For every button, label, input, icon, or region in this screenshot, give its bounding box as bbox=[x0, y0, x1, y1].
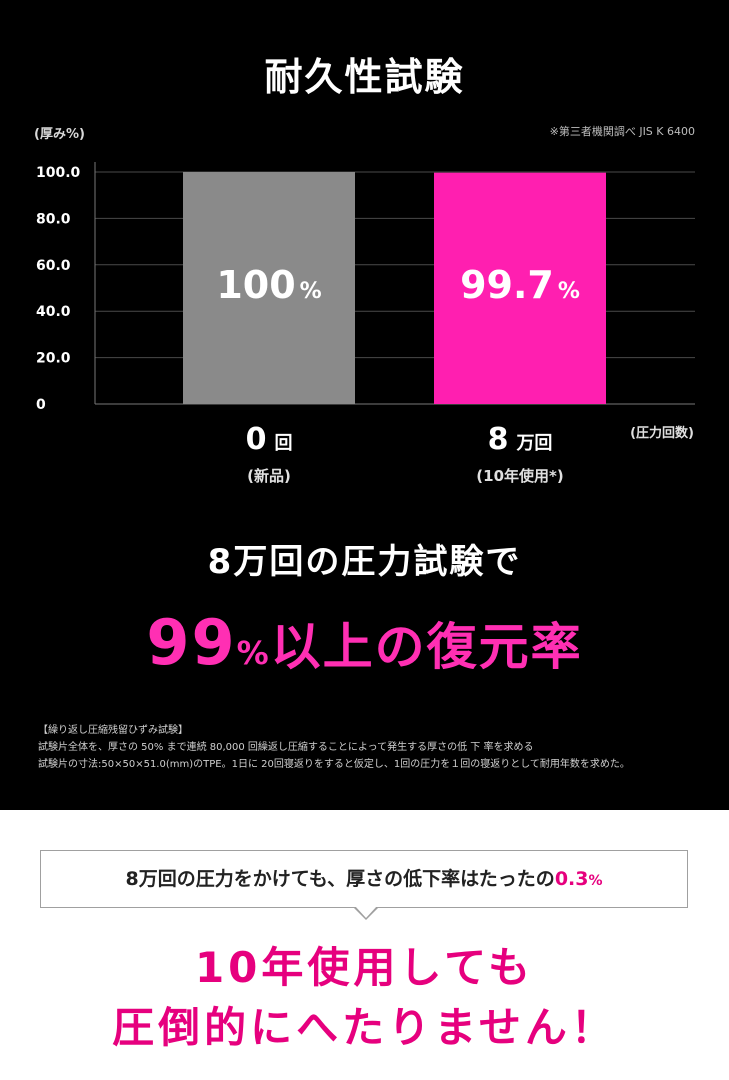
test-notes: 【繰り返し圧縮残留ひずみ試験】 試験片全体を、厚さの 50% まで連続 80,0… bbox=[38, 722, 630, 773]
headline-line2: 99%以上の復元率 bbox=[0, 606, 729, 679]
headline-number: 99 bbox=[146, 606, 237, 679]
closing-message: 10年使用しても 圧倒的にへたりません！ bbox=[0, 938, 729, 1058]
y-tick-label: 0 bbox=[36, 397, 46, 413]
source-note: ※第三者機関調べ JIS K 6400 bbox=[549, 125, 695, 138]
bar bbox=[183, 172, 355, 404]
x-axis-label: (圧力回数) bbox=[630, 425, 694, 441]
headline-percent: % bbox=[236, 634, 271, 672]
notes-heading: 【繰り返し圧縮残留ひずみ試験】 bbox=[38, 725, 188, 736]
closing-line-1: 10年使用しても bbox=[194, 943, 535, 992]
data-label: 100% bbox=[216, 263, 321, 307]
y-tick-label: 20.0 bbox=[36, 351, 71, 367]
bubble-text: 8万回の圧力をかけても、厚さの低下率はたったの bbox=[125, 868, 555, 890]
headline-rest: 以上の復元率 bbox=[270, 618, 583, 676]
y-tick-label: 80.0 bbox=[36, 211, 71, 227]
bubble-tail-inner bbox=[355, 906, 377, 918]
y-tick-label: 40.0 bbox=[36, 304, 71, 320]
bar-chart: 0 20.0 40.0 60.0 80.0 100.0 100 % 0 回 (新品) 99.7 % 8 万回… bbox=[36, 162, 695, 485]
data-label: 99.7% bbox=[460, 263, 580, 307]
x-tick-sublabel: (10年使用*) bbox=[476, 467, 563, 485]
page-title: 耐久性試験 bbox=[264, 55, 465, 99]
x-tick-sublabel: (新品) bbox=[247, 467, 291, 485]
headline-line1: 8万回の圧力試験で bbox=[207, 542, 522, 582]
closing-line-2: 圧倒的にへたりません！ bbox=[112, 1003, 617, 1052]
bar bbox=[434, 172, 606, 404]
bubble-value: 0.3 bbox=[554, 868, 589, 890]
notes-line-1: 試験片全体を、厚さの 50% まで連続 80,000 回繰返し圧縮することによっ… bbox=[38, 742, 534, 753]
y-tick-label: 60.0 bbox=[36, 258, 71, 274]
chart-section bbox=[0, 0, 729, 810]
notes-line-2: 試験片の寸法:50×50×51.0(mm)のTPE。1日に 20回寝返りをすると… bbox=[38, 759, 630, 770]
x-tick-label: 8 万回 bbox=[488, 422, 553, 457]
y-axis-label: (厚み%) bbox=[34, 127, 85, 142]
speech-bubble: 8万回の圧力をかけても、厚さの低下率はたったの0.3% bbox=[40, 850, 688, 908]
y-tick-label: 100.0 bbox=[36, 165, 81, 181]
bubble-unit: % bbox=[588, 873, 603, 889]
